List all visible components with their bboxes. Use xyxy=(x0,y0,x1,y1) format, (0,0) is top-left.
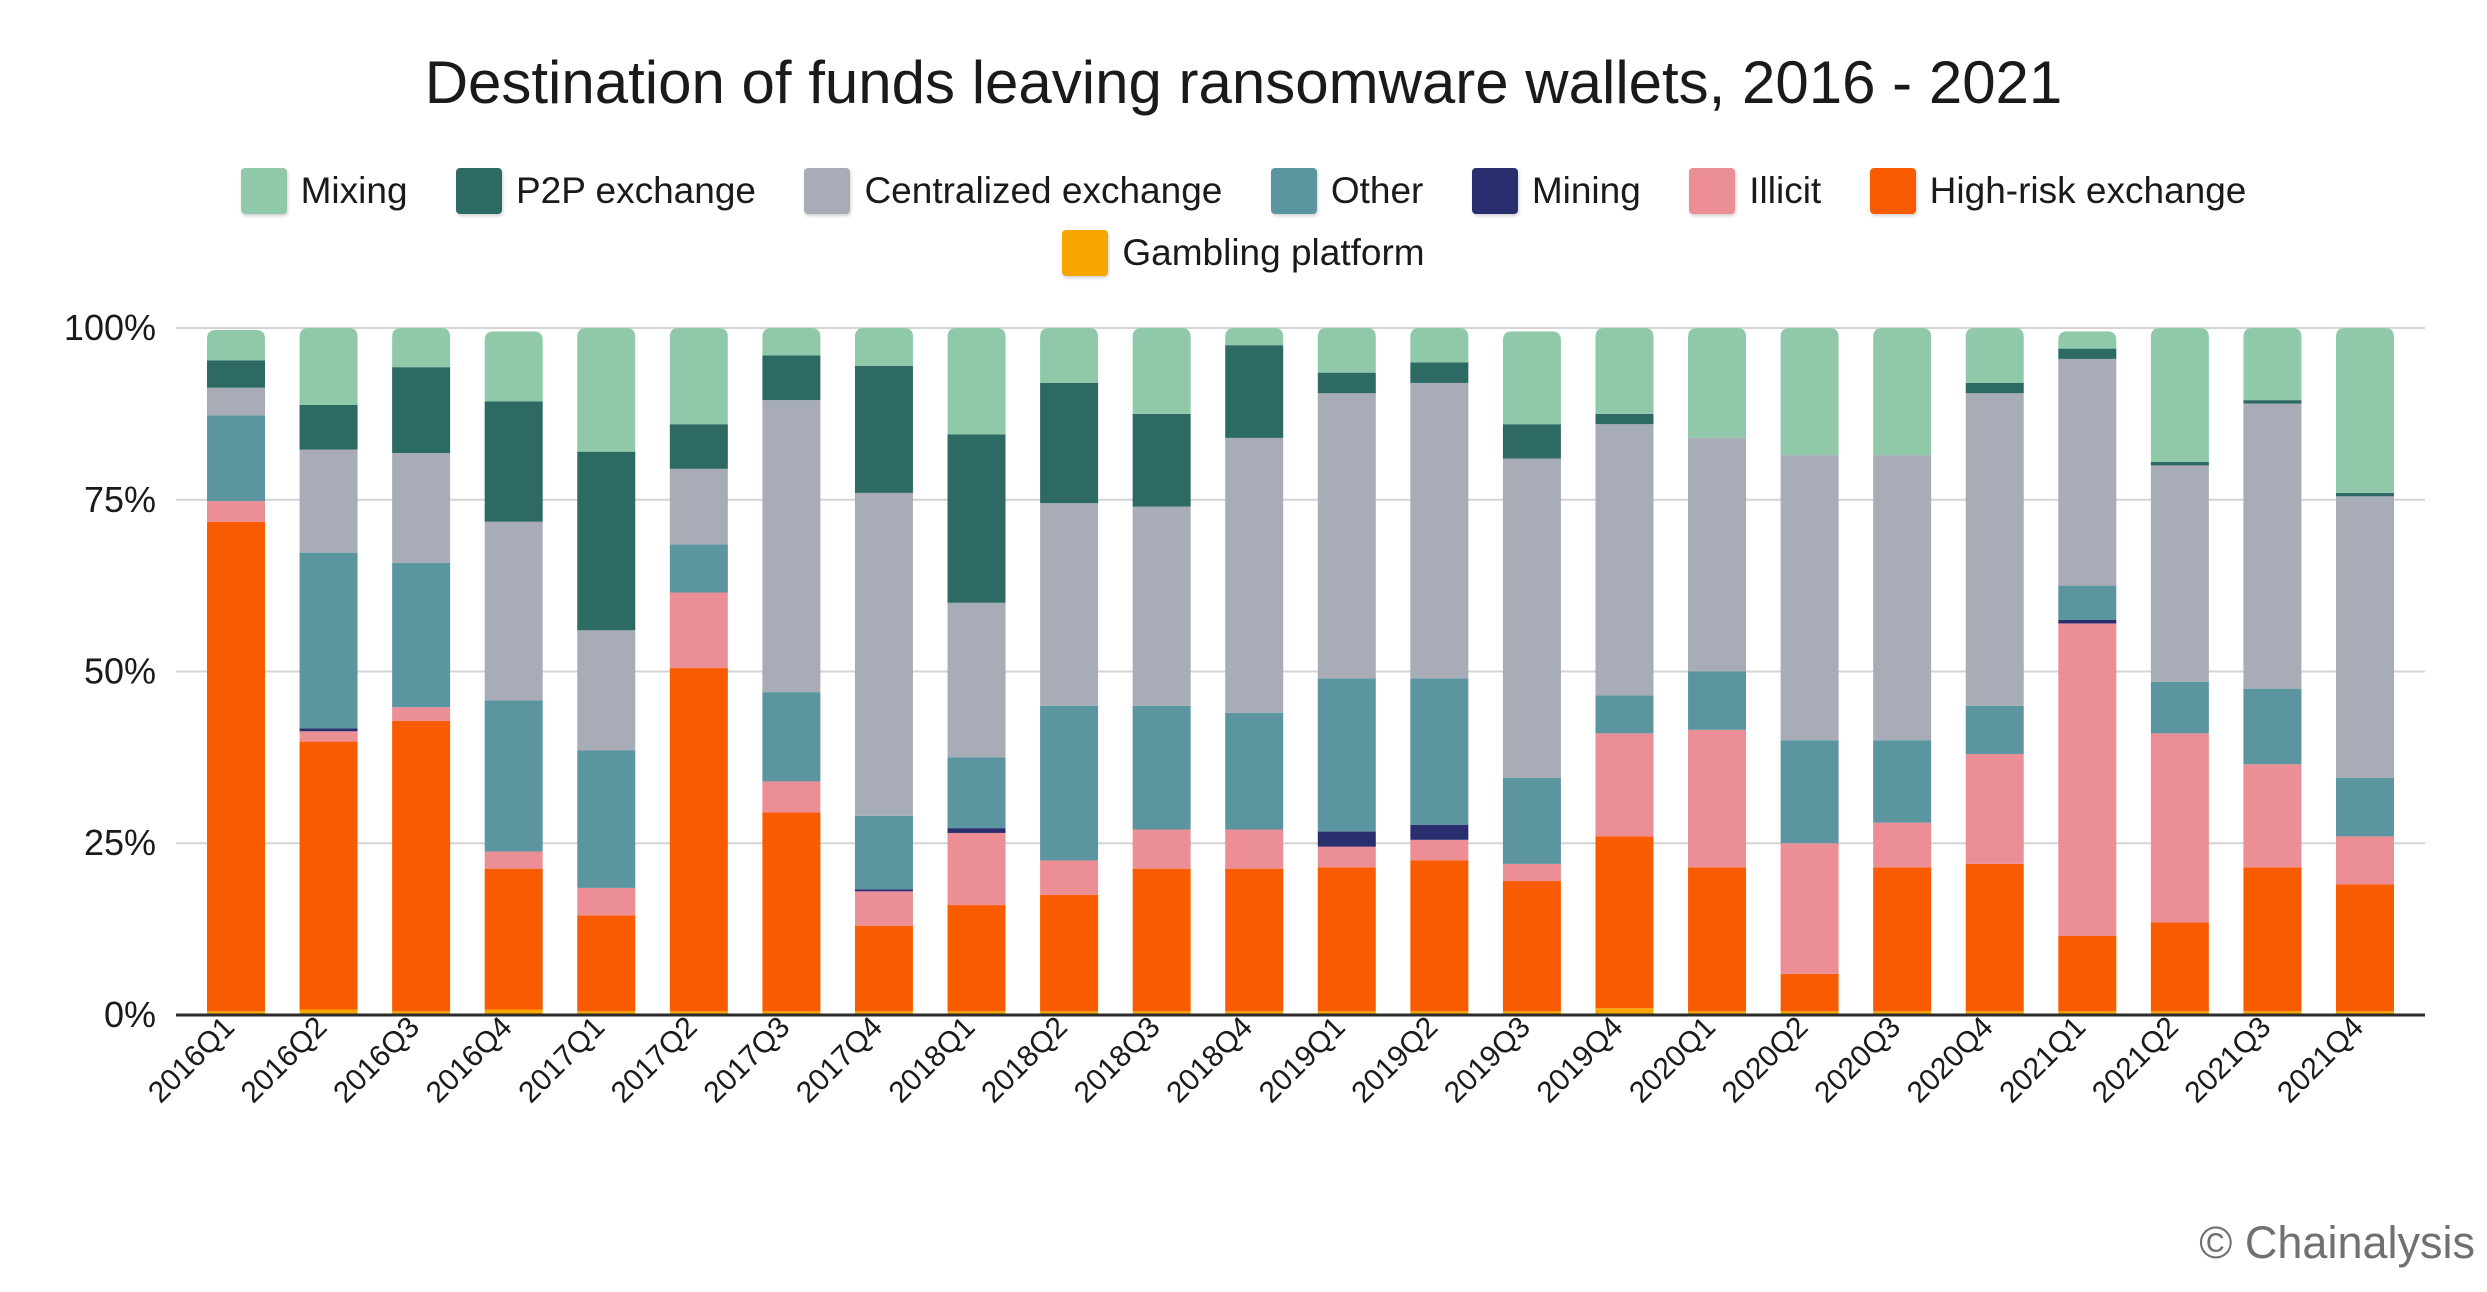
svg-text:2018Q2: 2018Q2 xyxy=(975,1011,1074,1110)
svg-text:25%: 25% xyxy=(84,822,156,863)
svg-text:2020Q3: 2020Q3 xyxy=(1808,1011,1907,1110)
svg-text:2019Q3: 2019Q3 xyxy=(1438,1011,1537,1110)
svg-text:2016Q1: 2016Q1 xyxy=(142,1011,241,1110)
svg-text:2021Q3: 2021Q3 xyxy=(2179,1011,2278,1110)
svg-text:2018Q3: 2018Q3 xyxy=(1068,1011,1167,1110)
svg-text:2016Q3: 2016Q3 xyxy=(327,1011,426,1110)
svg-text:2021Q4: 2021Q4 xyxy=(2271,1011,2370,1110)
svg-text:2017Q4: 2017Q4 xyxy=(790,1011,889,1110)
svg-text:2019Q2: 2019Q2 xyxy=(1345,1011,1444,1110)
svg-text:2016Q4: 2016Q4 xyxy=(420,1011,519,1110)
svg-text:2017Q3: 2017Q3 xyxy=(698,1011,797,1110)
svg-text:2021Q1: 2021Q1 xyxy=(1993,1011,2092,1110)
svg-text:50%: 50% xyxy=(84,651,156,692)
svg-text:2020Q1: 2020Q1 xyxy=(1623,1011,1722,1110)
svg-text:100%: 100% xyxy=(64,307,156,348)
svg-text:2019Q1: 2019Q1 xyxy=(1253,1011,1352,1110)
svg-text:2017Q1: 2017Q1 xyxy=(512,1011,611,1110)
svg-text:2021Q2: 2021Q2 xyxy=(2086,1011,2185,1110)
svg-text:2018Q4: 2018Q4 xyxy=(1160,1011,1259,1110)
svg-text:2018Q1: 2018Q1 xyxy=(883,1011,982,1110)
svg-text:2016Q2: 2016Q2 xyxy=(235,1011,334,1110)
svg-text:75%: 75% xyxy=(84,479,156,520)
svg-text:2020Q2: 2020Q2 xyxy=(1716,1011,1815,1110)
svg-text:2017Q2: 2017Q2 xyxy=(605,1011,704,1110)
svg-text:0%: 0% xyxy=(104,994,156,1035)
svg-text:2020Q4: 2020Q4 xyxy=(1901,1011,2000,1110)
svg-text:2019Q4: 2019Q4 xyxy=(1531,1011,1630,1110)
